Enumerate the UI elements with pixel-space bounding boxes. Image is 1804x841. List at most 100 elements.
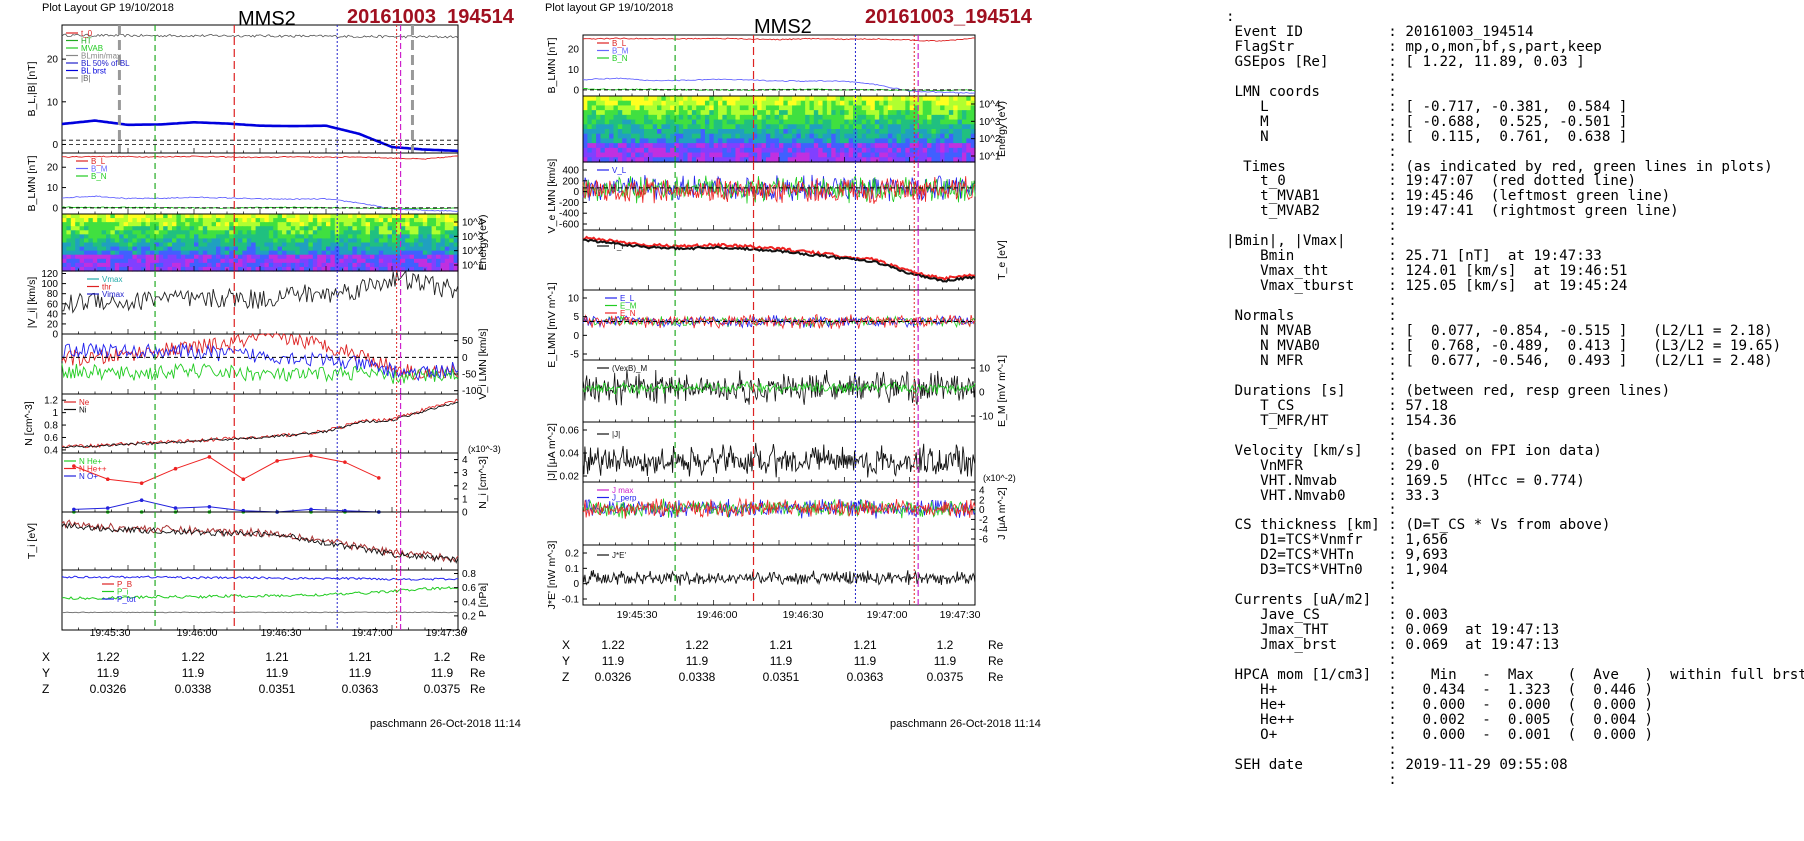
spectrogram-cell xyxy=(709,157,715,163)
spectrogram-cell xyxy=(944,119,950,125)
spectrogram-cell xyxy=(770,147,776,154)
spectrogram-cell xyxy=(211,218,217,223)
spectrogram-cell xyxy=(822,114,828,121)
spectrogram-cell xyxy=(630,147,636,154)
spectrogram-cell xyxy=(731,152,737,158)
spectrogram-cell xyxy=(220,262,226,268)
spectrogram-cell xyxy=(709,152,715,158)
spectrogram-cell xyxy=(356,262,362,268)
spectrogram-cell xyxy=(896,143,902,149)
spectrogram-cell xyxy=(709,96,715,102)
spectrogram-cell xyxy=(670,119,676,125)
spectrogram-cell xyxy=(643,129,649,135)
spectrogram-cell xyxy=(826,157,832,163)
spectrogram-cell xyxy=(587,138,593,144)
spectrogram-cell xyxy=(101,238,107,244)
spectrogram-cell xyxy=(826,133,832,140)
spectrogram-cell xyxy=(970,152,976,158)
spectrogram-cell xyxy=(805,157,811,163)
spectrogram-cell xyxy=(796,110,802,116)
spectrogram-cell xyxy=(670,129,676,135)
spectrogram-cell xyxy=(431,254,437,260)
spectrogram-cell xyxy=(299,234,305,240)
spectrogram-cell xyxy=(687,114,693,121)
spectrogram-cell xyxy=(92,254,98,260)
spectrogram-cell xyxy=(290,250,296,256)
spectrogram-cell xyxy=(224,250,230,256)
y-tick-label: 40 xyxy=(47,309,59,320)
spectrogram-cell xyxy=(800,129,806,135)
spectrogram-cell xyxy=(185,226,191,231)
coord-value: 1.22 xyxy=(181,650,205,664)
spectrogram-cell xyxy=(145,238,151,244)
spectrogram-cell xyxy=(422,250,428,256)
spectrogram-cell xyxy=(216,218,221,223)
spectrogram-cell xyxy=(422,226,428,231)
spectrogram-cell xyxy=(970,100,976,107)
coord-value: 1.22 xyxy=(685,638,709,652)
spectrogram-cell xyxy=(378,246,384,252)
spectrogram-cell xyxy=(396,238,402,244)
spectrogram-cell xyxy=(752,138,758,144)
spectrogram-cell xyxy=(713,147,719,154)
spectrogram-cell xyxy=(79,214,85,219)
spectrogram-cell xyxy=(857,124,863,130)
spectrogram-cell xyxy=(220,242,226,248)
spectrogram-cell xyxy=(422,222,428,227)
spectrogram-cell xyxy=(600,129,606,135)
spectrogram-cell xyxy=(848,96,854,102)
spectrogram-cell xyxy=(783,124,789,130)
spectrogram-cell xyxy=(826,147,832,154)
series-Ni xyxy=(61,401,459,449)
spectrogram-cell xyxy=(835,129,841,135)
spectrogram-cell xyxy=(674,129,680,135)
spectrogram-cell xyxy=(683,143,689,149)
spectrogram-cell xyxy=(409,266,415,272)
spectrogram-cell xyxy=(870,143,876,149)
spectrogram-cell xyxy=(242,222,248,227)
spectrogram-cell xyxy=(88,226,94,231)
spectrogram-cell xyxy=(229,222,235,227)
series-N He++ xyxy=(73,455,380,484)
spectrogram-cell xyxy=(414,246,419,252)
spectrogram-cell xyxy=(264,266,270,272)
spectrogram-cell xyxy=(220,254,226,260)
spectrogram-cell xyxy=(818,133,824,140)
coord-value: 0.0351 xyxy=(762,670,800,684)
spectrogram-cell xyxy=(198,250,204,256)
spectrogram-cell xyxy=(805,129,811,135)
spectrogram-cell xyxy=(927,147,933,154)
spectrogram-cell xyxy=(242,238,248,244)
spectrogram-cell xyxy=(822,138,828,144)
spectrogram-cell xyxy=(596,100,602,107)
spectrogram-cell xyxy=(176,234,182,240)
spectrogram-cell xyxy=(172,250,177,256)
spectrogram-cell xyxy=(813,114,819,121)
spectrogram-cell xyxy=(665,138,671,144)
spectrogram-cell xyxy=(264,214,270,219)
spectrogram-cell xyxy=(361,246,367,252)
left-event-id: 20161003_194514 xyxy=(347,6,514,28)
spectrogram-cell xyxy=(818,147,824,154)
spectrogram-cell xyxy=(735,152,741,158)
spectrogram-cell xyxy=(66,218,72,223)
spectrogram-cell xyxy=(97,226,103,231)
spectrogram-cell xyxy=(744,152,750,158)
spectrogram-cell xyxy=(158,250,164,256)
spectrogram-cell xyxy=(158,262,164,268)
spectrogram-cell xyxy=(792,129,798,135)
spectrogram-cell xyxy=(909,114,915,121)
spectrogram-cell xyxy=(678,110,684,116)
spectrogram-cell xyxy=(255,258,261,264)
spectrogram-cell xyxy=(892,147,898,154)
spectrogram-cell xyxy=(887,114,893,121)
y-tick-label: 0 xyxy=(979,388,985,399)
spectrogram-cell xyxy=(900,119,906,125)
spectrogram-cell xyxy=(299,214,305,219)
spectrogram-cell xyxy=(674,143,680,149)
spectrogram-cell xyxy=(414,258,419,264)
legend-entry: J_perp xyxy=(612,494,637,503)
spectrogram-cell xyxy=(141,262,147,268)
spectrogram-cell xyxy=(348,222,353,227)
